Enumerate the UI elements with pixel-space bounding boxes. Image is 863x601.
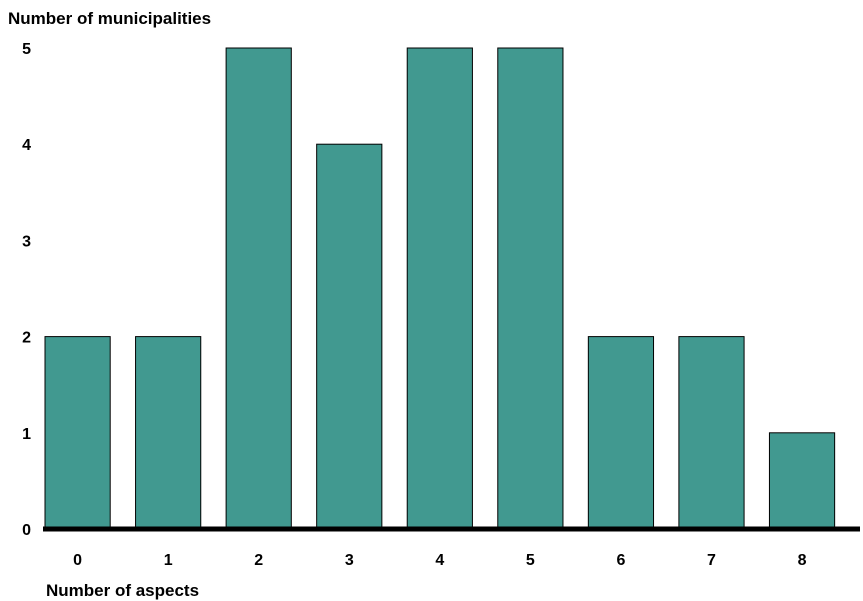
y-tick-label: 2: [22, 330, 31, 347]
x-tick-label: 6: [616, 552, 625, 569]
bar-8: [768, 432, 836, 530]
y-tick-label: 1: [22, 426, 31, 443]
x-tick-label: 7: [707, 552, 716, 569]
x-tick-label: 8: [798, 552, 807, 569]
bar-5: [497, 47, 564, 530]
bar-1: [135, 336, 202, 530]
y-axis-title: Number of municipalities: [8, 9, 211, 28]
bar-4: [406, 47, 473, 530]
bar-0: [44, 336, 111, 530]
bar-3: [316, 143, 383, 530]
x-tick-label: 4: [435, 552, 444, 569]
bars: [44, 47, 836, 530]
y-tick-label: 4: [22, 137, 31, 154]
x-tick-label: 3: [345, 552, 354, 569]
y-tick-label: 5: [22, 41, 31, 58]
x-tick-labels: 0 1 2 3 4 5 6 7 8: [73, 552, 806, 569]
x-tick-label: 5: [526, 552, 535, 569]
x-tick-label: 1: [164, 552, 173, 569]
bar-7: [678, 336, 745, 530]
y-tick-label: 3: [22, 233, 31, 250]
x-axis-title: Number of aspects: [46, 581, 199, 600]
x-tick-label: 0: [73, 552, 82, 569]
y-tick-label: 0: [22, 522, 31, 539]
x-tick-label: 2: [254, 552, 263, 569]
bar-6: [587, 336, 655, 530]
bar-2: [225, 47, 292, 530]
y-tick-labels: 0 1 2 3 4 5: [22, 41, 31, 539]
